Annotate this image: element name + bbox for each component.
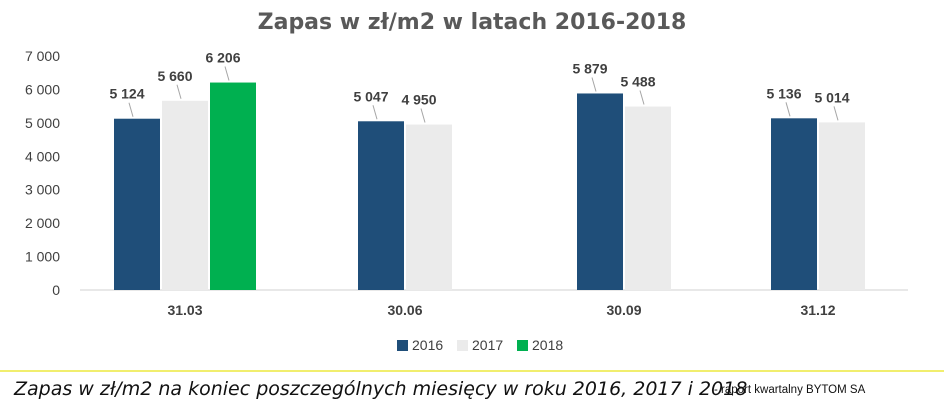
bar-chart: Zapas w zł/m2 w latach 2016-2018 0 1 000 2 …	[25, 10, 908, 353]
legend-swatch-2018	[517, 340, 528, 351]
bar-2017-31.03	[162, 100, 208, 291]
caption-source: - raport kwartalny BYTOM SA	[714, 384, 866, 396]
y-tick-label: 6 000	[25, 81, 60, 97]
data-label: 5 014	[814, 89, 849, 105]
bar-2016-30.06	[358, 121, 404, 290]
data-label-leader	[420, 108, 426, 123]
caption-bar: Zapas w zł/m2 na koniec poszczególnych m…	[0, 370, 944, 411]
data-label: 5 488	[620, 74, 655, 90]
data-label: 5 660	[157, 68, 192, 84]
caption-text: Zapas w zł/m2 na koniec poszczególnych m…	[14, 378, 748, 400]
data-label-leader	[128, 102, 134, 117]
legend-swatch-2017	[457, 340, 468, 351]
bar-2016-31.12	[771, 118, 817, 291]
y-tick-label: 1 000	[25, 249, 60, 265]
data-label: 5 879	[572, 60, 607, 76]
data-label-leader	[372, 105, 378, 120]
data-label-leader	[639, 90, 645, 105]
data-label-leader	[176, 84, 182, 99]
data-label-leader	[224, 66, 230, 81]
data-label: 5 047	[353, 88, 388, 104]
bar-2017-30.09	[625, 106, 671, 290]
legend-label: 2018	[532, 337, 563, 353]
bar-2016-30.09	[577, 93, 623, 291]
bar-2017-30.06	[406, 124, 452, 291]
bar-2016-31.03	[114, 118, 160, 290]
x-tick-label: 31.12	[800, 302, 835, 318]
x-tick-label: 31.03	[167, 302, 202, 318]
data-label: 4 950	[401, 92, 436, 108]
bar-2017-31.12	[819, 122, 865, 290]
bar-2018-31.03	[210, 82, 256, 290]
y-tick-label: 7 000	[25, 48, 60, 64]
y-tick-label: 5 000	[25, 115, 60, 131]
y-tick-label: 2 000	[25, 215, 60, 231]
y-tick-label: 4 000	[25, 148, 60, 164]
legend-swatch-2016	[397, 340, 408, 351]
legend-label: 2016	[412, 337, 443, 353]
x-tick-label: 30.09	[606, 302, 641, 318]
data-label: 5 124	[109, 86, 144, 102]
y-tick-label: 0	[52, 282, 60, 298]
data-label-leader	[785, 102, 791, 117]
x-tick-label: 30.06	[387, 302, 422, 318]
y-tick-label: 3 000	[25, 182, 60, 198]
data-label: 5 136	[766, 85, 801, 101]
data-label-leader	[833, 106, 839, 121]
chart-title: Zapas w zł/m2 w latach 2016-2018	[258, 10, 687, 35]
legend-label: 2017	[472, 337, 503, 353]
data-label: 6 206	[205, 50, 240, 66]
chart-area: Zapas w zł/m2 w latach 2016-2018 0 1 000 2 …	[24, 10, 908, 353]
data-label-leader	[591, 77, 597, 92]
